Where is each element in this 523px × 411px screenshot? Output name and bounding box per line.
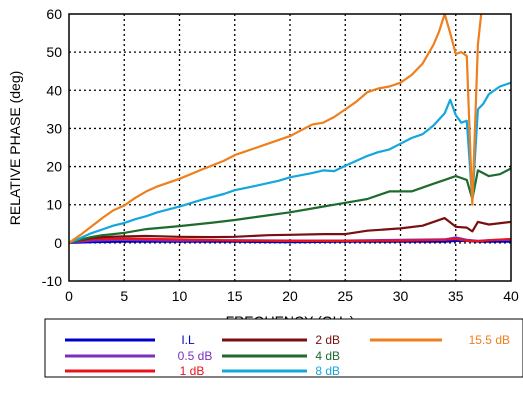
plot-frame	[68, 13, 512, 282]
y-tick-label: 20	[46, 159, 62, 175]
plot-lines	[69, 14, 511, 244]
series-line-2-db	[69, 217, 511, 244]
legend-label: 8 dB	[315, 364, 340, 378]
x-tick-label: 20	[282, 288, 298, 304]
legend-label: 4 dB	[315, 349, 340, 363]
series-line-8-db	[69, 81, 511, 244]
series-line-1-db	[69, 237, 511, 244]
y-tick-label: 40	[46, 82, 62, 98]
x-tick-label: 30	[393, 288, 409, 304]
y-tick-label: 60	[46, 6, 62, 22]
legend-label: 1 dB	[180, 364, 205, 378]
y-tick-label: 0	[54, 235, 62, 251]
legend-label: I.L	[181, 333, 195, 347]
legend-label: 15.5 dB	[469, 333, 510, 347]
y-tick-label: 30	[46, 120, 62, 136]
x-tick-label: 25	[337, 288, 353, 304]
y-tick-label: 50	[46, 44, 62, 60]
series-line-15-5-db	[69, 14, 483, 244]
x-tick-label: 40	[503, 288, 519, 304]
legend-box	[44, 318, 523, 378]
x-tick-label: 5	[120, 288, 128, 304]
x-tick-label: 35	[448, 288, 464, 304]
series-line-4-db	[69, 167, 511, 244]
legend-label: 2 dB	[315, 333, 340, 347]
x-tick-label: 0	[65, 288, 73, 304]
legend-label: 0.5 dB	[178, 349, 213, 363]
x-tick-label: 10	[172, 288, 188, 304]
legend: I.L 0.5 dB1 dB 2 dB 4 dB8 dB 15.5 dB	[65, 333, 510, 378]
y-axis-label: RELATIVE PHASE (deg)	[7, 71, 23, 226]
y-tick-label: -10	[42, 273, 62, 289]
x-tick-label: 15	[227, 288, 243, 304]
y-tick-label: 10	[46, 197, 62, 213]
